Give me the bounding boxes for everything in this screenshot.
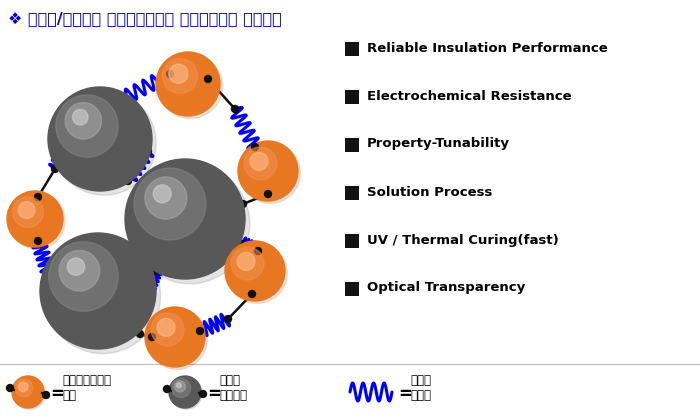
Circle shape — [225, 241, 285, 301]
Text: =: = — [398, 385, 412, 403]
Bar — [345, 90, 359, 104]
Circle shape — [45, 238, 160, 354]
Circle shape — [40, 233, 156, 349]
Text: ❖ 고기능/다기능성 나노하이브리드 습식절연소재 미세구조: ❖ 고기능/다기능성 나노하이브리드 습식절연소재 미세구조 — [8, 11, 281, 26]
Circle shape — [12, 376, 44, 408]
Circle shape — [145, 307, 205, 367]
Bar — [345, 42, 359, 56]
Circle shape — [167, 70, 174, 78]
Circle shape — [59, 251, 99, 291]
Text: 기능성
가교제: 기능성 가교제 — [410, 374, 431, 402]
Circle shape — [144, 285, 151, 292]
Circle shape — [6, 385, 13, 391]
Circle shape — [15, 379, 33, 397]
Text: Property-Tunability: Property-Tunability — [367, 137, 510, 150]
Circle shape — [145, 177, 187, 219]
Circle shape — [136, 331, 144, 337]
Circle shape — [18, 382, 28, 392]
Circle shape — [232, 106, 239, 112]
Circle shape — [228, 243, 288, 303]
Circle shape — [7, 191, 63, 247]
Bar — [345, 138, 359, 152]
Circle shape — [156, 52, 220, 116]
Text: Electrochemical Resistance: Electrochemical Resistance — [367, 90, 572, 103]
Circle shape — [225, 316, 232, 323]
Circle shape — [238, 141, 298, 201]
Text: Solution Process: Solution Process — [367, 186, 492, 199]
Circle shape — [174, 381, 186, 392]
Circle shape — [151, 313, 184, 346]
Circle shape — [239, 241, 246, 248]
Circle shape — [144, 147, 151, 155]
Circle shape — [64, 143, 71, 150]
Circle shape — [52, 166, 59, 173]
Bar — [345, 282, 359, 296]
Circle shape — [115, 98, 122, 104]
Circle shape — [237, 252, 255, 270]
Text: UV / Thermal Curing(fast): UV / Thermal Curing(fast) — [367, 233, 559, 246]
Text: 기능성
나노입자: 기능성 나노입자 — [219, 374, 247, 402]
Circle shape — [34, 238, 41, 245]
Circle shape — [125, 159, 245, 279]
Circle shape — [199, 391, 206, 398]
Circle shape — [13, 377, 46, 409]
Circle shape — [164, 385, 171, 393]
Circle shape — [67, 258, 85, 275]
Circle shape — [239, 201, 246, 207]
Text: Reliable Insulation Performance: Reliable Insulation Performance — [367, 41, 608, 54]
Circle shape — [134, 168, 206, 240]
Circle shape — [248, 290, 256, 297]
Circle shape — [148, 309, 207, 370]
Circle shape — [240, 143, 300, 203]
Circle shape — [231, 247, 264, 280]
Circle shape — [169, 64, 188, 83]
Circle shape — [176, 383, 181, 388]
Circle shape — [255, 248, 262, 254]
Circle shape — [9, 193, 65, 249]
Circle shape — [169, 376, 201, 408]
Circle shape — [48, 87, 152, 191]
Text: =: = — [207, 385, 221, 403]
Text: Optical Transparency: Optical Transparency — [367, 282, 525, 295]
Circle shape — [204, 75, 211, 83]
Circle shape — [197, 328, 204, 334]
Circle shape — [159, 54, 223, 119]
Circle shape — [151, 267, 158, 274]
Circle shape — [65, 103, 101, 139]
Circle shape — [43, 391, 50, 398]
Circle shape — [157, 318, 175, 336]
Circle shape — [153, 185, 172, 203]
Circle shape — [265, 191, 272, 197]
Circle shape — [34, 194, 41, 201]
Circle shape — [72, 109, 88, 125]
Circle shape — [148, 334, 155, 341]
Circle shape — [162, 58, 197, 93]
Circle shape — [251, 143, 258, 150]
Circle shape — [244, 147, 277, 180]
Bar — [345, 186, 359, 200]
Circle shape — [172, 378, 190, 398]
Circle shape — [18, 202, 35, 218]
Circle shape — [52, 91, 156, 195]
Circle shape — [13, 197, 43, 228]
Circle shape — [56, 95, 118, 157]
Circle shape — [49, 242, 118, 311]
Circle shape — [250, 153, 268, 171]
Text: =: = — [50, 385, 64, 403]
Circle shape — [130, 164, 250, 284]
Bar — [345, 234, 359, 248]
Text: 나노하이브리드
수지: 나노하이브리드 수지 — [62, 374, 111, 402]
Circle shape — [125, 178, 132, 184]
Circle shape — [170, 377, 202, 409]
Circle shape — [45, 267, 52, 274]
